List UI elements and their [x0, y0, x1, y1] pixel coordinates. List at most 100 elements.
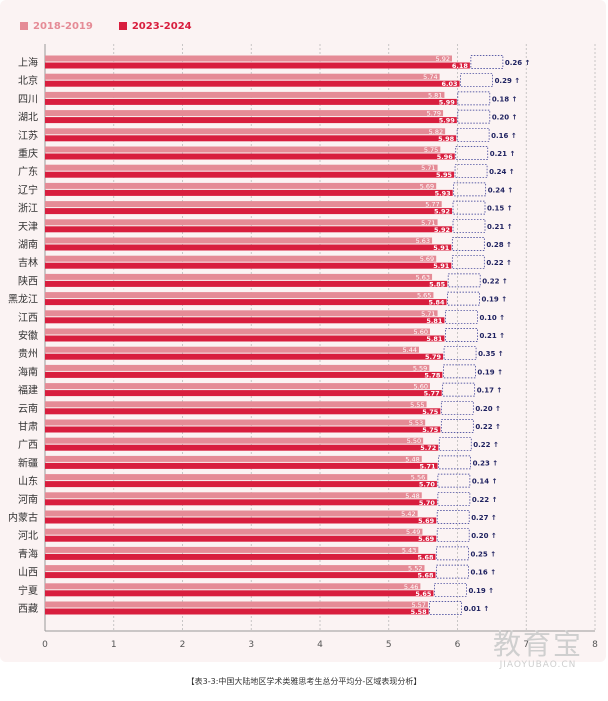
difference-label: 0.21 ↑	[487, 223, 513, 231]
bar-2018-2019	[45, 292, 434, 299]
category-label: 江苏	[18, 129, 38, 142]
bar-2023-2024	[45, 262, 452, 269]
difference-bracket	[460, 73, 493, 88]
value-label-2018-2019: 5.63	[416, 237, 430, 245]
bar-2023-2024	[45, 462, 438, 469]
bar-2018-2019	[45, 146, 441, 153]
x-tick-label: 2	[180, 640, 186, 650]
bar-2018-2019	[45, 528, 423, 535]
difference-bracket	[434, 582, 467, 597]
bar-2023-2024	[45, 135, 457, 142]
value-label-2023-2024: 5.69	[418, 535, 435, 543]
difference-label: 0.18 ↑	[492, 95, 518, 103]
category-label: 天津	[18, 221, 38, 233]
legend: 2018-2019 2023-2024	[20, 18, 192, 34]
value-label-2023-2024: 5.96	[437, 153, 454, 161]
value-label-2018-2019: 5.46	[404, 583, 418, 591]
difference-label: 0.21 ↑	[479, 332, 505, 340]
bar-2018-2019	[45, 437, 424, 444]
bar-2023-2024	[45, 208, 452, 215]
x-tick-label: 0	[42, 640, 48, 650]
category-label: 湖北	[18, 112, 38, 124]
value-label-2023-2024: 5.92	[434, 208, 450, 216]
bar-2018-2019	[45, 583, 421, 590]
legend-item-2018-2019: 2018-2019	[20, 21, 93, 32]
bar-2023-2024	[45, 189, 453, 196]
value-label-2023-2024: 5.68	[417, 572, 434, 580]
category-label: 西藏	[18, 603, 38, 615]
difference-bracket	[447, 273, 481, 288]
difference-bracket	[443, 364, 476, 379]
difference-bracket	[438, 437, 472, 452]
difference-label: 0.19 ↑	[477, 368, 503, 376]
value-label-2023-2024: 5.91	[433, 244, 450, 252]
difference-bracket	[453, 182, 487, 197]
value-label-2018-2019: 5.81	[428, 91, 442, 99]
difference-bracket	[438, 455, 471, 470]
category-label: 贵州	[18, 347, 38, 360]
difference-bracket	[457, 109, 491, 124]
difference-bracket	[443, 346, 477, 361]
category-label: 福建	[18, 384, 38, 397]
bar-2018-2019	[45, 55, 452, 62]
difference-label: 0.15 ↑	[487, 205, 513, 213]
bar-2018-2019	[45, 346, 419, 353]
x-tick-label: 1	[111, 640, 117, 650]
value-label-2023-2024: 5.65	[415, 590, 432, 598]
value-label-2018-2019: 5.71	[421, 219, 435, 227]
bar-2018-2019	[45, 419, 426, 426]
value-label-2023-2024: 5.71	[420, 462, 437, 470]
category-label: 河北	[18, 530, 38, 542]
value-label-2018-2019: 5.59	[413, 364, 427, 372]
value-label-2023-2024: 5.70	[419, 499, 436, 507]
bar-2023-2024	[45, 444, 439, 451]
value-label-2018-2019: 5.43	[402, 546, 416, 554]
bar-2023-2024	[45, 153, 455, 160]
value-label-2018-2019: 5.42	[401, 510, 415, 518]
value-label-2023-2024: 5.92	[434, 226, 450, 234]
figure-caption: 【表3-3:中国大陆地区学术类雅思考生总分平均分-区域表现分析】	[186, 677, 422, 686]
bar-2018-2019	[45, 510, 418, 517]
bar-2023-2024	[45, 317, 445, 324]
bar-2018-2019	[45, 474, 428, 481]
bar-2018-2019	[45, 401, 427, 408]
category-label: 四川	[18, 94, 38, 105]
watermark-url: JIAOYUBAO.CN	[499, 660, 577, 670]
value-label-2023-2024: 5.68	[417, 553, 434, 561]
difference-bracket	[454, 164, 488, 179]
difference-bracket	[436, 546, 469, 561]
value-label-2023-2024: 5.91	[433, 262, 450, 270]
value-label-2018-2019: 5.69	[420, 255, 434, 263]
bar-2018-2019	[45, 91, 445, 98]
difference-label: 0.26 ↑	[505, 59, 531, 67]
value-label-2018-2019: 5.50	[407, 437, 421, 445]
value-label-2023-2024: 5.77	[424, 390, 440, 398]
bar-2023-2024	[45, 481, 437, 488]
difference-label: 0.14 ↑	[472, 478, 498, 486]
value-label-2023-2024: 5.79	[425, 353, 442, 361]
difference-bracket	[452, 218, 486, 233]
bar-2018-2019	[45, 601, 428, 608]
category-label: 浙江	[18, 203, 38, 215]
value-label-2023-2024: 5.99	[439, 98, 456, 106]
category-label: 河南	[18, 493, 38, 506]
difference-label: 0.21 ↑	[490, 150, 516, 158]
value-label-2023-2024: 6.18	[452, 62, 469, 70]
category-label: 吉林	[18, 256, 38, 269]
bar-2023-2024	[45, 608, 429, 615]
difference-label: 0.01 ↑	[464, 605, 490, 613]
difference-label: 0.19 ↑	[468, 587, 494, 595]
value-label-2023-2024: 5.95	[436, 171, 453, 179]
difference-label: 0.29 ↑	[495, 77, 521, 85]
bar-2018-2019	[45, 255, 437, 262]
bar-2018-2019	[45, 237, 433, 244]
value-label-2018-2019: 5.55	[410, 401, 424, 409]
value-label-2023-2024: 5.85	[429, 280, 446, 288]
value-label-2023-2024: 5.99	[439, 117, 456, 125]
category-label: 安徽	[18, 329, 38, 342]
difference-label: 0.24 ↑	[488, 186, 514, 194]
bar-2023-2024	[45, 572, 436, 579]
x-tick-label: 5	[386, 640, 392, 650]
legend-label-2018-2019: 2018-2019	[33, 20, 93, 32]
difference-bracket	[447, 291, 480, 306]
